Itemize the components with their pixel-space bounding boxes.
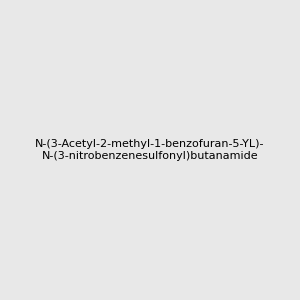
Text: N-(3-Acetyl-2-methyl-1-benzofuran-5-YL)-
N-(3-nitrobenzenesulfonyl)butanamide: N-(3-Acetyl-2-methyl-1-benzofuran-5-YL)-… xyxy=(35,139,265,161)
